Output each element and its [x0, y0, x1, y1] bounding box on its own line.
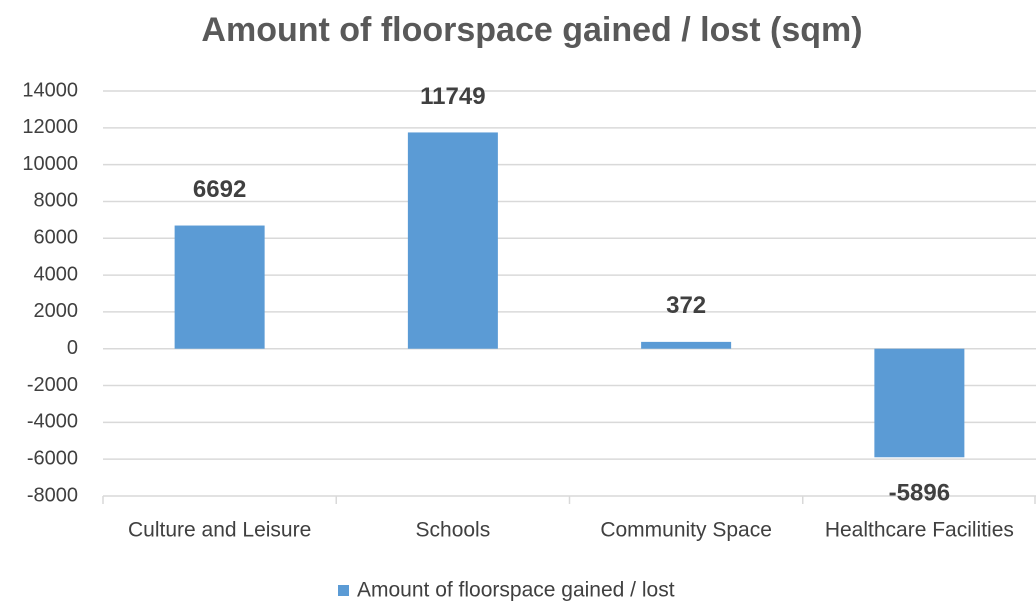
chart-title: Amount of floorspace gained / lost (sqm) — [201, 11, 862, 49]
data-label: 11749 — [420, 83, 485, 110]
y-tick-label: 4000 — [34, 263, 79, 285]
x-tick-label: Healthcare Facilities — [825, 519, 1014, 542]
legend-label: Amount of floorspace gained / lost — [357, 579, 675, 602]
bar — [641, 341, 732, 349]
bar — [407, 132, 498, 349]
data-label: 6692 — [193, 176, 246, 203]
y-tick-label: 2000 — [34, 300, 79, 322]
x-tick-label: Community Space — [600, 519, 772, 542]
y-tick-label: 0 — [67, 337, 78, 359]
y-tick-label: 10000 — [22, 153, 78, 175]
bar — [874, 348, 965, 458]
x-tick-label: Culture and Leisure — [128, 519, 311, 542]
y-tick-label: 6000 — [34, 227, 79, 249]
y-tick-label: 8000 — [34, 190, 79, 212]
y-tick-label: -4000 — [27, 411, 78, 433]
y-tick-label: -2000 — [27, 374, 78, 396]
x-tick-label: Schools — [416, 519, 491, 542]
data-label: -5896 — [889, 480, 950, 507]
legend-swatch — [338, 585, 349, 596]
y-tick-label: 14000 — [22, 79, 78, 101]
y-tick-label: -8000 — [27, 484, 78, 506]
bar — [174, 225, 265, 349]
y-tick-label: 12000 — [22, 116, 78, 138]
data-label: 372 — [666, 292, 706, 319]
y-tick-label: -6000 — [27, 447, 78, 469]
